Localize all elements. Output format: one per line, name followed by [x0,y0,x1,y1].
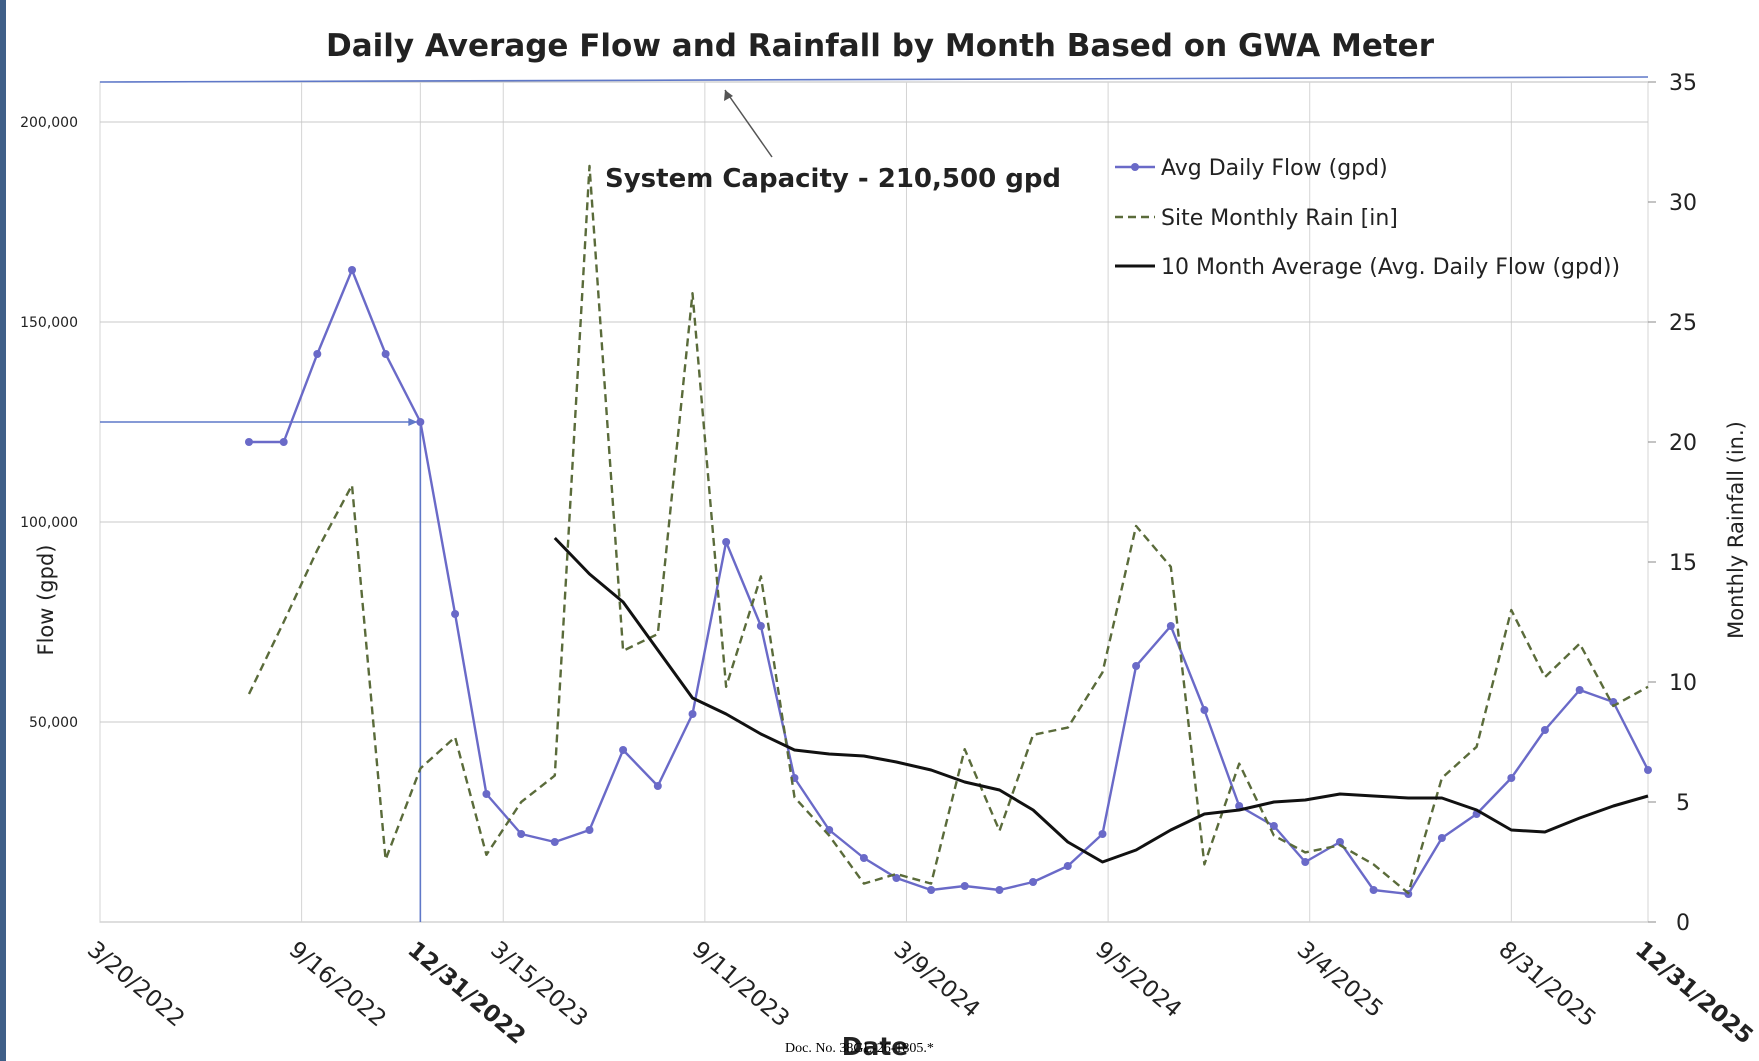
plot-frame [100,82,1648,922]
flow-point [1370,886,1378,894]
legend-marker [1131,163,1139,171]
flow-point [451,610,459,618]
y-right-tick-label: 15 [1669,551,1697,576]
flow-point [585,826,593,834]
x-tick-label: 9/5/2024 [1090,937,1186,1023]
legend: Avg Daily Flow (gpd) Site Monthly Rain [i… [1115,156,1620,280]
legend-label-2: 10 Month Average (Avg. Daily Flow (gpd)) [1161,255,1620,280]
flow-point [245,438,253,446]
x-tick-label: 8/31/2025 [1493,937,1600,1033]
flow-point [313,350,321,358]
y-axis-left-title: Flow (gpd) [34,545,58,656]
annotations: System Capacity - 210,500 gpd [100,77,1648,922]
flow-point [1438,834,1446,842]
grid-lines [100,82,1648,922]
flow-point [1132,662,1140,670]
flow-point [654,782,662,790]
x-tick-label: 3/4/2025 [1292,937,1388,1023]
series-line-0 [249,270,1648,894]
flow-point [382,350,390,358]
y-axis-right-title: Monthly Rainfall (in.) [1724,421,1748,639]
flow-point [1167,622,1175,630]
flow-point [722,538,730,546]
flow-point [689,710,697,718]
reference-arrowhead [408,418,417,426]
flow-point [995,886,1003,894]
y-right-tick-label: 0 [1676,911,1690,936]
y-right-tick-label: 5 [1676,791,1690,816]
document-number: Doc. No. 38GL-26-1805.* [785,1041,934,1057]
flow-point [1507,774,1515,782]
x-tick-label: 3/20/2022 [82,937,189,1033]
capacity-pointer-arrow [725,90,772,157]
y-right-tick-label: 35 [1669,71,1697,96]
flow-point [348,266,356,274]
system-capacity-label: System Capacity - 210,500 gpd [605,164,1061,194]
flow-point [1200,706,1208,714]
legend-label-1: Site Monthly Rain [in] [1161,206,1398,231]
x-tick-label: 9/16/2022 [284,937,391,1033]
y-left-tick-label: 50,000 [29,715,78,731]
system-capacity-line [100,77,1648,82]
y-left-tick-label: 200,000 [20,115,78,131]
legend-label-0: Avg Daily Flow (gpd) [1161,156,1388,181]
y-right-tick-label: 25 [1669,311,1697,336]
flow-point [1064,862,1072,870]
chart-title: Daily Average Flow and Rainfall by Month… [326,28,1435,64]
flow-point [280,438,288,446]
x-tick-label: 3/9/2024 [889,937,985,1023]
y-right-tick-label: 20 [1669,431,1697,456]
flow-point [1301,858,1309,866]
flow-point [482,790,490,798]
flow-point [860,854,868,862]
flow-point [619,746,627,754]
y-left-tick-label: 100,000 [20,515,78,531]
flow-point [1576,686,1584,694]
flow-point [1644,766,1652,774]
flow-point [961,882,969,890]
flow-point [416,418,424,426]
flow-point [1029,878,1037,886]
flow-point [1099,830,1107,838]
x-tick-label: 9/11/2023 [687,937,794,1033]
series-line-2 [555,538,1648,862]
flow-point [927,886,935,894]
flow-point [1541,726,1549,734]
y-right-tick-label: 10 [1669,671,1697,696]
x-tick-label: 12/31/2025 [1630,937,1758,1050]
y-right-tick-label: 30 [1669,191,1697,216]
y-left-tick-label: 150,000 [20,315,78,331]
flow-point [517,830,525,838]
flow-point [757,622,765,630]
flow-point [551,838,559,846]
